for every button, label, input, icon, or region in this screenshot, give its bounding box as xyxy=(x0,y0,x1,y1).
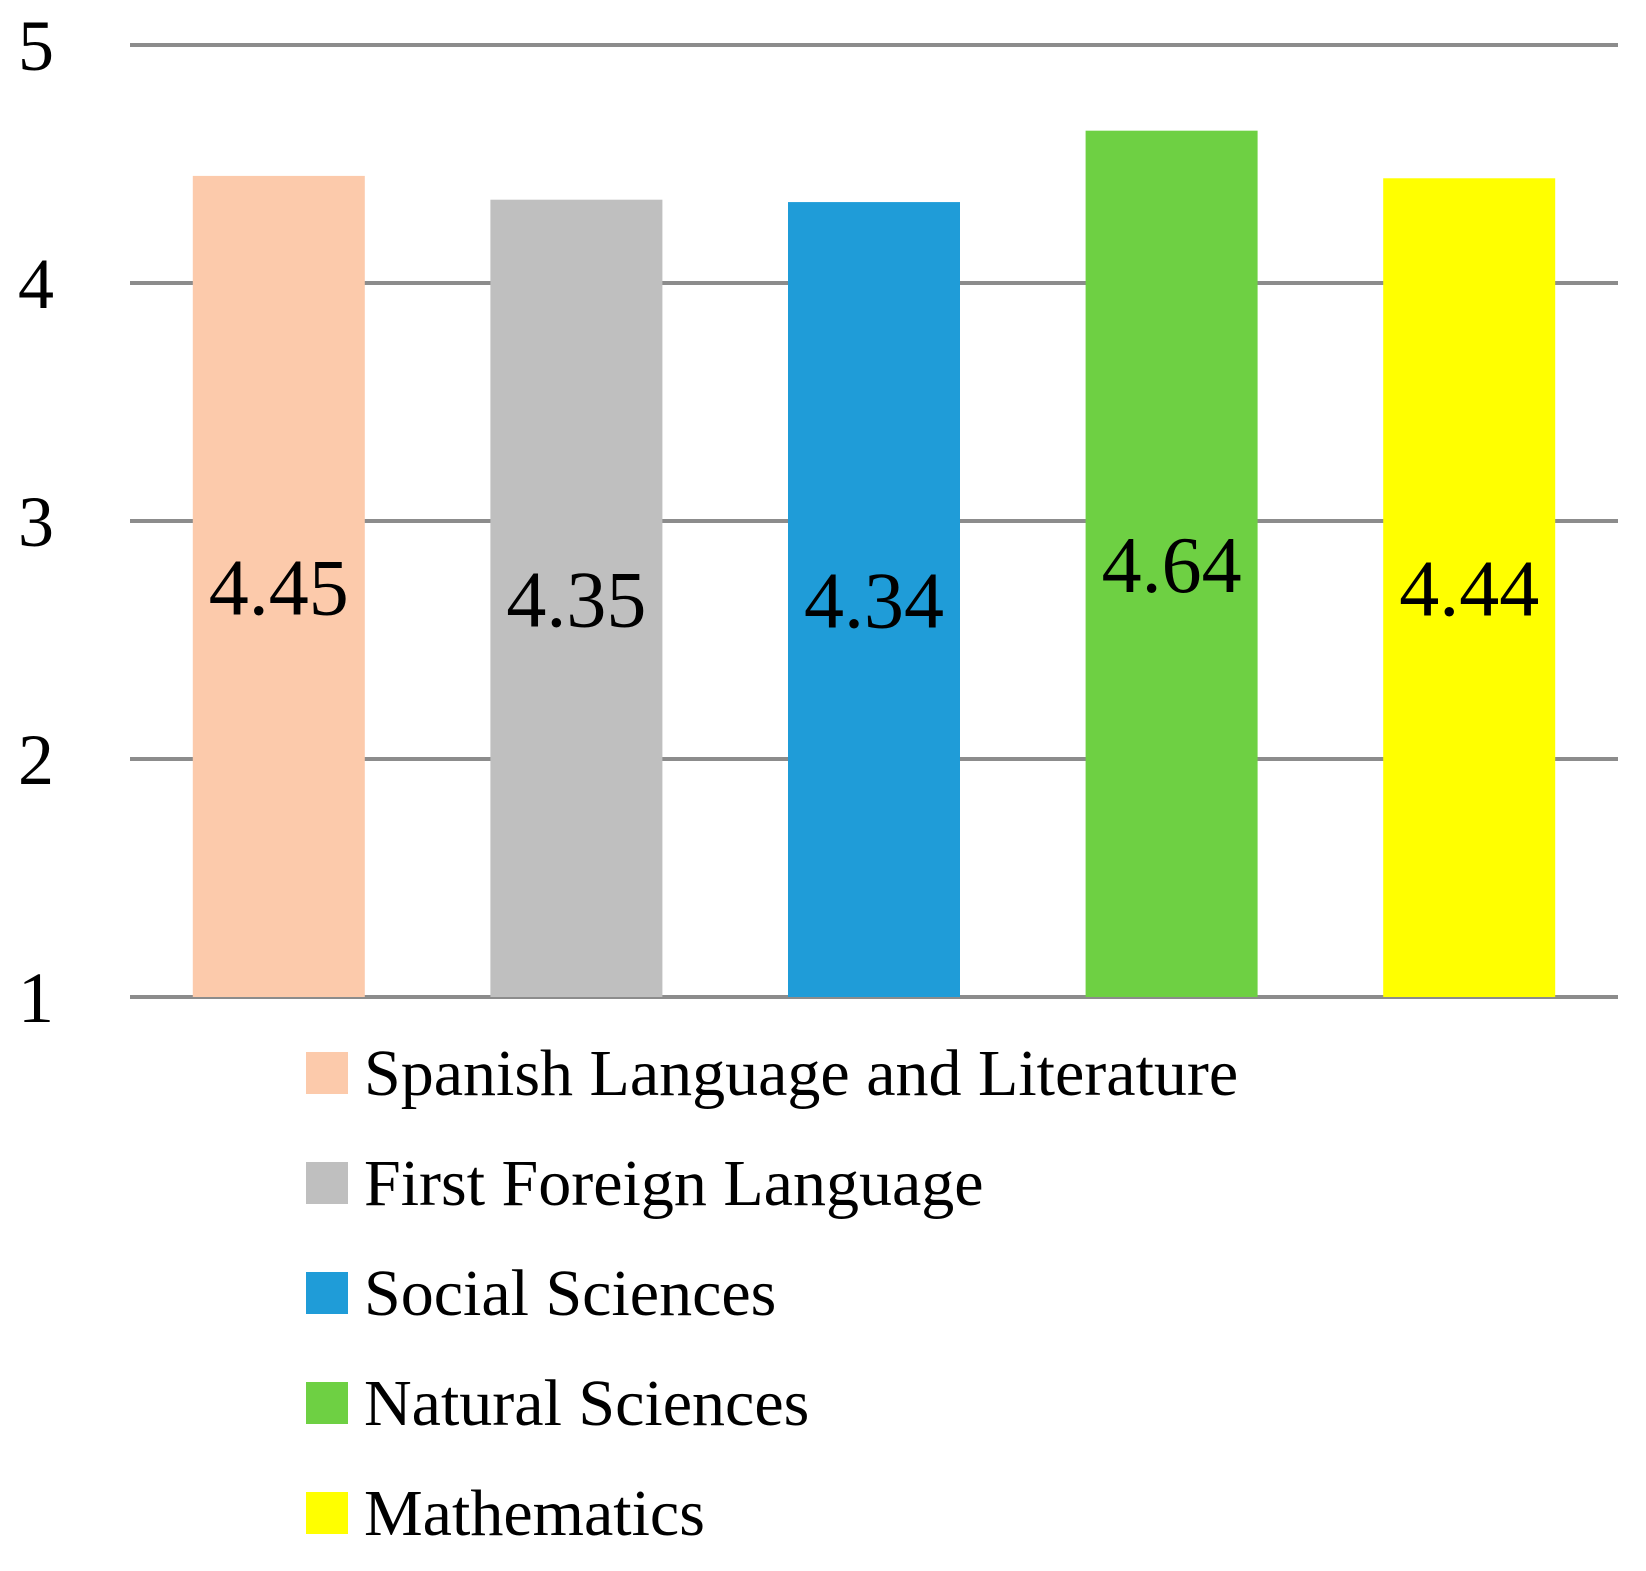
legend-swatch xyxy=(306,1382,348,1424)
bar xyxy=(1085,130,1258,997)
y-tick-label: 1 xyxy=(18,958,54,1038)
legend-swatch xyxy=(306,1162,348,1204)
legend-item: First Foreign Language xyxy=(306,1147,984,1220)
bar xyxy=(490,199,663,997)
legend-label: Spanish Language and Literature xyxy=(364,1037,1238,1110)
bar xyxy=(1383,178,1556,997)
data-label: 4.34 xyxy=(804,558,944,646)
legend-label: First Foreign Language xyxy=(364,1147,984,1220)
data-label: 4.64 xyxy=(1102,522,1242,610)
y-tick-label: 5 xyxy=(18,6,54,86)
data-label: 4.45 xyxy=(209,544,349,632)
data-labels: 4.45 4.35 4.34 4.64 4.44 xyxy=(209,522,1539,646)
bars xyxy=(192,130,1556,997)
y-tick-label: 2 xyxy=(18,720,54,800)
legend-label: Natural Sciences xyxy=(364,1367,809,1440)
legend-item: Natural Sciences xyxy=(306,1367,809,1440)
legend-swatch xyxy=(306,1052,348,1094)
legend-item: Spanish Language and Literature xyxy=(306,1037,1238,1110)
legend-item: Social Sciences xyxy=(306,1257,776,1330)
legend-swatch xyxy=(306,1492,348,1534)
y-axis-tick-labels: 1 2 3 4 5 xyxy=(18,6,54,1038)
bar xyxy=(192,175,365,997)
legend-item: Mathematics xyxy=(306,1477,705,1550)
data-label: 4.44 xyxy=(1399,546,1539,634)
bar xyxy=(788,202,960,997)
legend-label: Social Sciences xyxy=(364,1257,776,1330)
data-label: 4.35 xyxy=(506,556,646,644)
legend-label: Mathematics xyxy=(364,1477,705,1550)
y-tick-label: 3 xyxy=(18,482,54,562)
legend: Spanish Language and Literature First For… xyxy=(306,1037,1238,1550)
legend-swatch xyxy=(306,1272,348,1314)
y-tick-label: 4 xyxy=(18,244,54,324)
